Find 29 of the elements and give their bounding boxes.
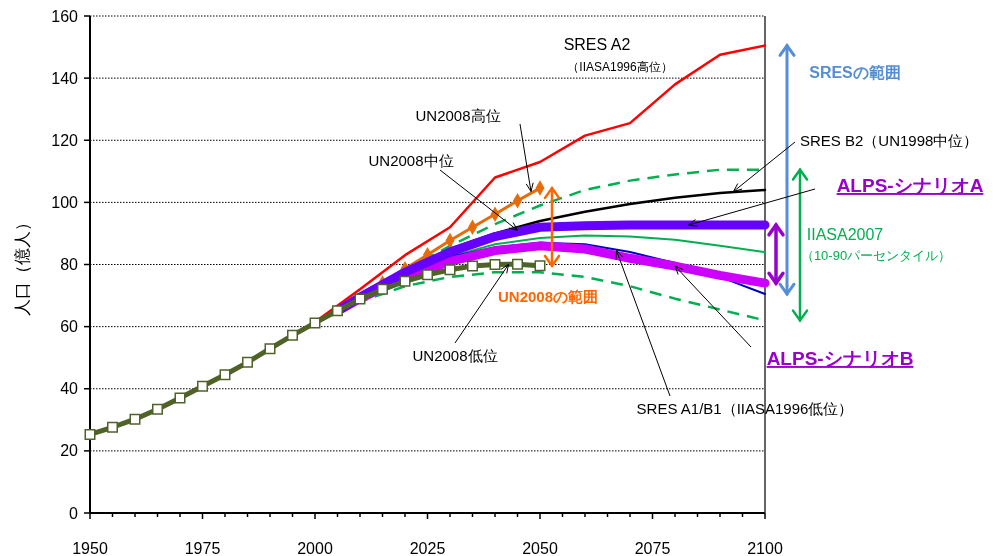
annotation: UN2008低位 xyxy=(412,347,498,364)
annotation: （IIASA1996高位） xyxy=(567,60,673,74)
x-tick-label: 1950 xyxy=(72,540,108,556)
y-axis-title: 人口（億人） xyxy=(13,213,32,316)
y-tick-label: 80 xyxy=(60,256,79,274)
y-tick-label: 0 xyxy=(69,504,79,522)
annotation: SRES B2（UN1998中位） xyxy=(800,132,979,149)
y-tick-label: 160 xyxy=(51,7,79,25)
annotation: SRES A2 xyxy=(563,36,631,53)
x-tick-label: 2000 xyxy=(297,540,333,556)
annotation: ALPS-シナリオA xyxy=(836,175,984,196)
annotation: UN2008高位 xyxy=(415,107,501,124)
annotation: UN2008の範囲 xyxy=(497,288,599,305)
x-tick-label: 2075 xyxy=(634,540,671,556)
annotation: ALPS-シナリオB xyxy=(766,348,914,369)
text: （10-90パーセンタイル） xyxy=(800,248,952,263)
x-tick-label: 2100 xyxy=(747,540,783,556)
y-tick-label: 100 xyxy=(51,193,79,211)
y-tick-label: 20 xyxy=(60,442,79,460)
y-tick-label: 140 xyxy=(51,69,79,87)
annotation: UN2008中位 xyxy=(368,152,454,169)
y-tick-label: 120 xyxy=(51,131,79,149)
x-tick-label: 1975 xyxy=(184,540,221,556)
y-tick-label: 40 xyxy=(60,380,79,398)
text: IIASA2007 xyxy=(806,226,884,243)
x-tick-label: 2050 xyxy=(522,540,558,556)
text: SRESの範囲 xyxy=(809,64,901,81)
x-tick-label: 2025 xyxy=(409,540,446,556)
y-tick-label: 60 xyxy=(60,318,79,336)
